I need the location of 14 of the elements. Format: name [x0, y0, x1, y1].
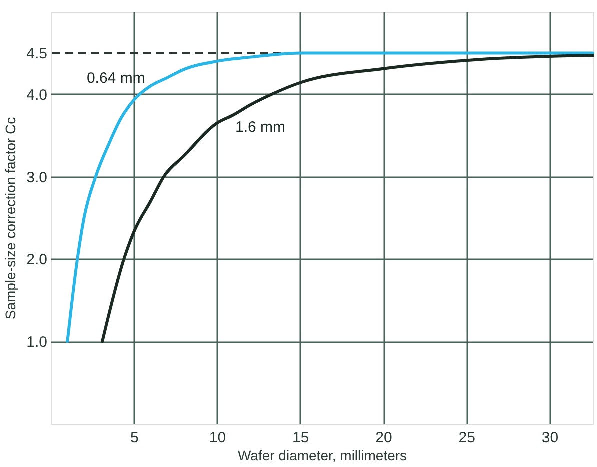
x-tick-label: 20: [376, 430, 392, 446]
x-tick-label: 30: [542, 430, 559, 446]
y-axis-title: Sample-size correction factor Cc: [2, 117, 19, 320]
x-tick-label: 5: [130, 430, 139, 446]
y-tick-label: 2.0: [26, 252, 48, 269]
y-tick-label: 4.5: [26, 46, 48, 63]
x-tick-label: 10: [209, 430, 226, 446]
y-tick-label: 4.0: [26, 86, 48, 104]
x-axis-title: Wafer diameter, millimeters: [238, 448, 408, 464]
series-label: 1.6 mm: [236, 119, 286, 136]
x-tick-label: 25: [458, 430, 476, 446]
x-tick-label: 15: [292, 430, 310, 446]
y-tick-label: 3.0: [26, 169, 48, 186]
y-tick-label: 1.0: [26, 334, 48, 352]
